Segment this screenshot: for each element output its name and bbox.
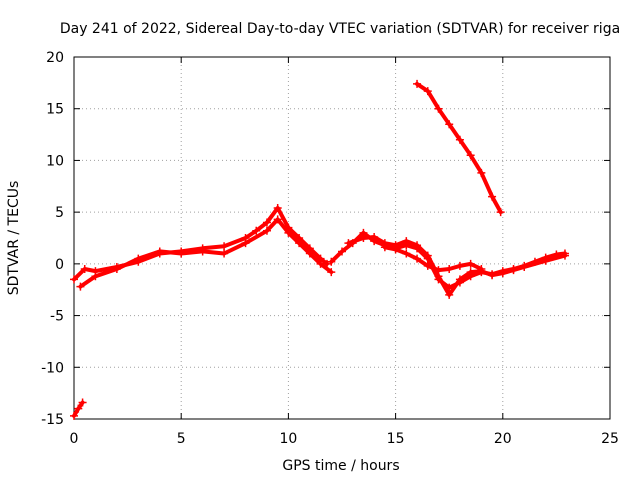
plot-frame xyxy=(73,56,611,420)
data-point xyxy=(466,259,475,268)
data-point xyxy=(220,242,229,251)
data-point xyxy=(477,168,486,177)
y-tick-label: 15 xyxy=(46,102,64,118)
data-point xyxy=(305,249,314,258)
data-point xyxy=(455,275,464,284)
data-point xyxy=(445,290,454,299)
data-point xyxy=(273,204,282,213)
data-point xyxy=(380,243,389,252)
series-line xyxy=(415,81,503,215)
data-point xyxy=(402,237,411,246)
y-tick-label: 20 xyxy=(46,50,64,66)
data-series xyxy=(70,79,569,420)
series-start-segment xyxy=(70,398,87,420)
x-axis-label: GPS time / hours xyxy=(282,458,399,474)
data-point xyxy=(498,269,507,278)
y-axis-label: SDTVAR / TECUs xyxy=(6,181,22,296)
data-point xyxy=(80,265,89,274)
data-point xyxy=(220,249,229,258)
data-point xyxy=(434,266,443,275)
data-point xyxy=(413,79,422,88)
data-point xyxy=(488,192,497,201)
data-point xyxy=(155,247,164,256)
data-point xyxy=(284,228,293,237)
y-tick-label: -15 xyxy=(41,412,64,428)
series-line xyxy=(78,217,334,289)
data-point xyxy=(327,257,336,266)
data-point xyxy=(112,265,121,274)
data-point xyxy=(455,261,464,270)
data-point xyxy=(466,151,475,160)
axis-ticks xyxy=(73,56,611,420)
data-point xyxy=(198,247,207,256)
data-point xyxy=(423,251,432,260)
x-tick-label: 5 xyxy=(177,431,186,447)
series-main-track-b xyxy=(76,215,336,291)
x-tick-label: 15 xyxy=(387,431,405,447)
data-point xyxy=(423,261,432,270)
data-point xyxy=(370,232,379,241)
y-tick-label: 10 xyxy=(46,153,64,169)
data-point xyxy=(488,271,497,280)
data-point xyxy=(520,262,529,271)
x-tick-label: 25 xyxy=(601,431,619,447)
data-point xyxy=(560,251,569,260)
x-tick-label: 10 xyxy=(279,431,297,447)
data-point xyxy=(344,239,353,248)
data-point xyxy=(70,275,78,284)
data-point xyxy=(241,239,250,248)
data-point xyxy=(327,268,336,277)
y-tick-label: -5 xyxy=(50,309,64,325)
data-point xyxy=(70,411,78,420)
data-point xyxy=(541,256,550,265)
series-line xyxy=(329,230,567,290)
y-tick-label: -10 xyxy=(41,360,64,376)
y-tick-label: 0 xyxy=(55,257,64,273)
data-point xyxy=(402,249,411,258)
data-point xyxy=(496,208,505,217)
data-point xyxy=(74,404,83,413)
data-point xyxy=(91,272,100,281)
x-tick-label: 20 xyxy=(494,431,512,447)
data-point xyxy=(252,226,261,235)
y-tick-label: 5 xyxy=(55,205,64,221)
data-point xyxy=(413,241,422,250)
data-point xyxy=(338,247,346,256)
chart-title: Day 241 of 2022, Sidereal Day-to-day VTE… xyxy=(60,21,620,37)
data-point xyxy=(391,245,400,254)
grid-lines xyxy=(74,57,610,419)
data-point xyxy=(455,135,464,144)
data-point xyxy=(445,120,454,129)
data-point xyxy=(262,218,271,227)
data-point xyxy=(445,265,454,274)
data-point xyxy=(273,215,282,224)
data-point xyxy=(477,265,486,274)
data-point xyxy=(466,268,475,277)
data-point xyxy=(76,282,85,291)
data-point xyxy=(134,254,143,263)
data-point xyxy=(423,87,432,96)
x-tick-label: 0 xyxy=(70,431,79,447)
data-point xyxy=(359,234,368,242)
axis-tick-labels: 0 5 10 15 20 25 -15 -10 -5 0 5 10 15 20 xyxy=(41,50,619,447)
data-point xyxy=(177,249,186,258)
data-point xyxy=(413,254,422,263)
data-point xyxy=(316,259,325,268)
data-point xyxy=(434,104,443,113)
data-point xyxy=(262,226,271,235)
series-line xyxy=(382,245,484,273)
series-main-track-d xyxy=(344,232,569,299)
series-main-track-e xyxy=(380,243,486,275)
data-point xyxy=(509,266,518,275)
data-point xyxy=(295,239,304,248)
series-falling-arc xyxy=(413,79,505,217)
data-point xyxy=(78,398,87,407)
